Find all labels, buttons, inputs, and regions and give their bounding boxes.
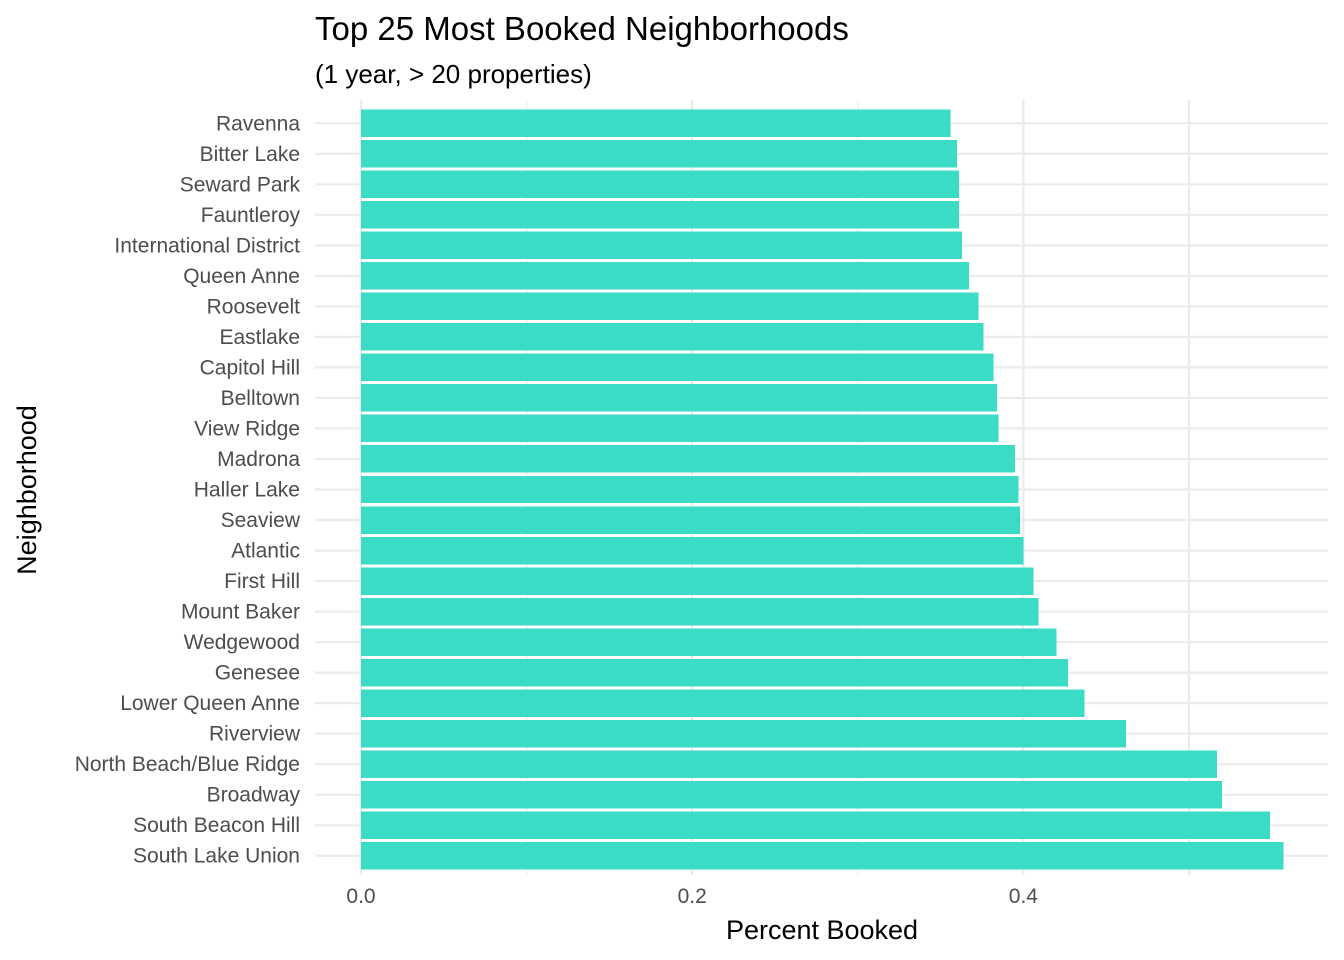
y-tick-label: Riverview (209, 723, 301, 746)
bar (361, 597, 1039, 626)
bar (361, 323, 984, 351)
y-tick-label: Ravenna (216, 112, 300, 135)
y-tick-label: View Ridge (194, 417, 300, 440)
chart-title: Top 25 Most Booked Neighborhoods (315, 10, 849, 47)
bar (361, 628, 1057, 656)
bar (361, 567, 1034, 595)
y-tick-label: Fauntleroy (201, 204, 301, 227)
y-tick-label: Bitter Lake (200, 143, 300, 166)
y-tick-label: Wedgewood (184, 631, 300, 654)
bar (361, 750, 1218, 778)
chart-subtitle: (1 year, > 20 properties) (315, 59, 592, 89)
y-tick-label: Capitol Hill (200, 356, 300, 379)
bar (361, 231, 963, 260)
y-tick-label: Lower Queen Anne (120, 692, 300, 715)
x-tick-labels: 0.0 0.2 0.4 (346, 885, 1038, 908)
bar (361, 719, 1127, 748)
bars (361, 109, 1284, 870)
y-tick-label: Madrona (217, 448, 300, 471)
y-tick-label: Atlantic (231, 540, 300, 563)
y-axis-title: Neighborhood (12, 405, 42, 575)
y-tick-label: South Beacon Hill (133, 814, 300, 837)
bar (361, 109, 951, 137)
bar (361, 475, 1019, 504)
x-tick-label: 0.4 (1009, 885, 1039, 908)
y-tick-labels: South Lake Union South Beacon Hill Broadwa… (75, 112, 301, 867)
y-tick-label: Belltown (221, 387, 300, 410)
y-tick-label: Seaview (221, 509, 301, 532)
x-axis-title: Percent Booked (726, 915, 918, 945)
bar (361, 292, 979, 321)
y-tick-label: Haller Lake (194, 479, 300, 502)
bar (361, 262, 969, 290)
bar (361, 811, 1271, 839)
x-tick-label: 0.2 (678, 885, 707, 908)
y-tick-label: Broadway (207, 784, 301, 807)
bar (361, 689, 1085, 717)
bar (361, 170, 959, 199)
x-tick-label: 0.0 (346, 885, 375, 908)
y-tick-label: Eastlake (219, 326, 300, 349)
bar (361, 506, 1021, 534)
y-tick-label: Seward Park (180, 173, 301, 196)
y-tick-label: Roosevelt (207, 295, 301, 318)
bar (361, 353, 994, 382)
y-tick-label: International District (114, 234, 300, 257)
y-tick-label: North Beach/Blue Ridge (75, 753, 300, 776)
y-tick-label: First Hill (224, 570, 300, 593)
bar (361, 140, 958, 168)
y-tick-label: South Lake Union (133, 845, 300, 868)
y-tick-label: Queen Anne (183, 265, 300, 288)
bar (361, 201, 959, 229)
bar (361, 658, 1069, 687)
y-tick-label: Mount Baker (181, 601, 300, 624)
bar (361, 384, 997, 412)
bar (361, 414, 999, 443)
bar (361, 445, 1016, 473)
y-tick-label: Genesee (215, 662, 300, 685)
bar (361, 780, 1223, 809)
bar (361, 842, 1284, 870)
bar (361, 536, 1024, 565)
